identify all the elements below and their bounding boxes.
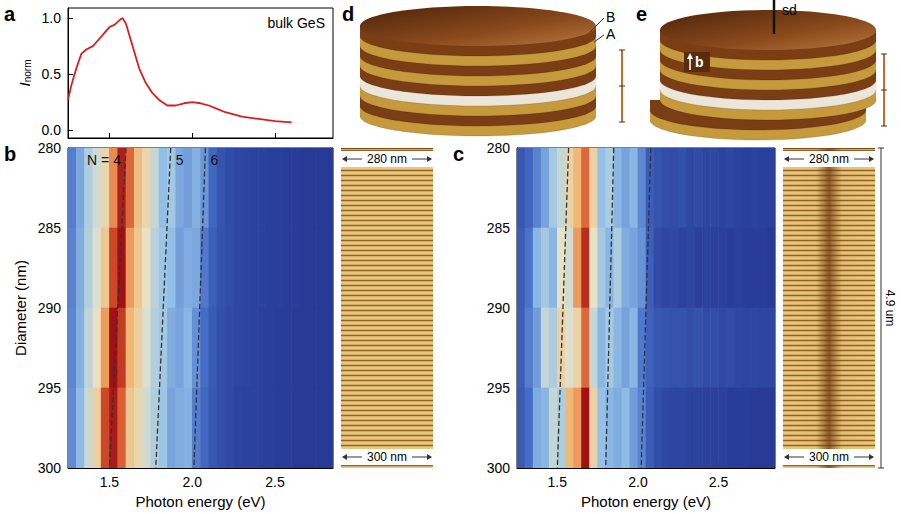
svg-text:bulk GeS: bulk GeS xyxy=(267,15,325,31)
svg-text:280: 280 xyxy=(487,140,511,156)
svg-text:280: 280 xyxy=(38,140,62,156)
svg-text:Diameter (nm): Diameter (nm) xyxy=(12,260,29,356)
svg-text:b: b xyxy=(4,143,16,165)
svg-text:2.0: 2.0 xyxy=(628,474,648,490)
svg-text:285: 285 xyxy=(38,220,62,236)
svg-text:2.5: 2.5 xyxy=(265,474,285,490)
svg-text:N = 4: N = 4 xyxy=(87,152,121,168)
svg-text:Photon energy (eV): Photon energy (eV) xyxy=(135,493,265,510)
svg-text:b: b xyxy=(695,54,704,70)
svg-text:6: 6 xyxy=(210,152,218,168)
svg-text:A: A xyxy=(606,26,616,42)
svg-text:280 nm: 280 nm xyxy=(367,152,407,166)
svg-text:0.5: 0.5 xyxy=(42,66,62,82)
svg-text:I: I xyxy=(15,82,33,87)
svg-text:300 nm: 300 nm xyxy=(809,450,849,464)
svg-text:4.9 um: 4.9 um xyxy=(883,290,897,327)
svg-text:e: e xyxy=(636,3,647,25)
svg-text:2.5: 2.5 xyxy=(709,474,729,490)
svg-text:285: 285 xyxy=(487,220,511,236)
svg-text:290: 290 xyxy=(38,300,62,316)
svg-text:norm: norm xyxy=(22,60,33,83)
svg-text:295: 295 xyxy=(487,380,511,396)
svg-text:1.5: 1.5 xyxy=(100,474,120,490)
svg-text:5: 5 xyxy=(176,152,184,168)
svg-text:1.5: 1.5 xyxy=(548,474,568,490)
svg-text:280 nm: 280 nm xyxy=(809,152,849,166)
svg-text:0.0: 0.0 xyxy=(42,122,62,138)
svg-text:Photon energy (eV): Photon energy (eV) xyxy=(581,493,711,510)
svg-text:290: 290 xyxy=(487,300,511,316)
svg-text:300 nm: 300 nm xyxy=(367,450,407,464)
svg-text:300: 300 xyxy=(487,460,511,476)
svg-text:2.0: 2.0 xyxy=(182,474,202,490)
svg-text:c: c xyxy=(453,143,464,165)
svg-text:d: d xyxy=(342,3,354,25)
svg-text:300: 300 xyxy=(38,460,62,476)
svg-text:1.0: 1.0 xyxy=(42,10,62,26)
svg-text:B: B xyxy=(606,9,615,25)
svg-text:295: 295 xyxy=(38,380,62,396)
svg-text:a: a xyxy=(4,3,16,25)
svg-text:sd: sd xyxy=(782,2,797,18)
